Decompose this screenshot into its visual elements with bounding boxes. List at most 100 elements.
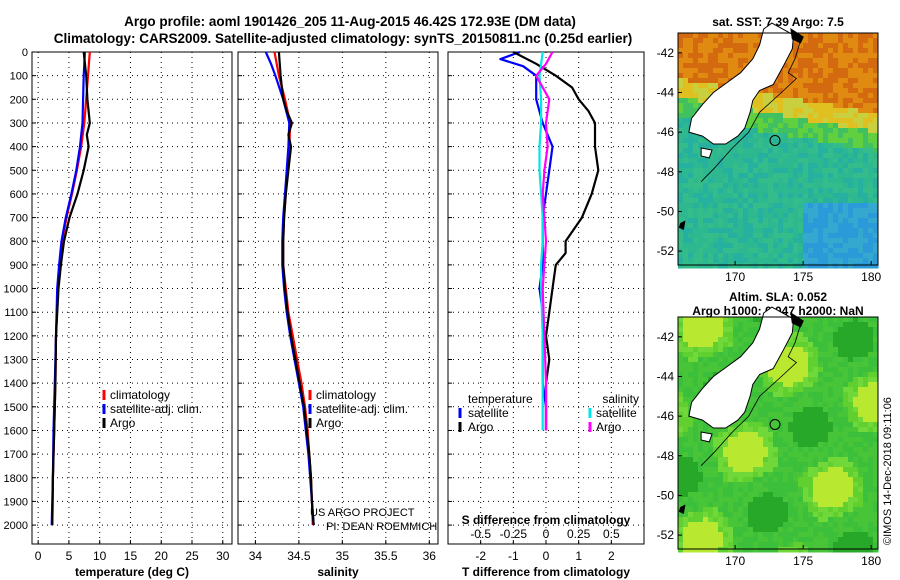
map-cell	[748, 33, 754, 39]
map-cell	[858, 103, 864, 109]
map-cell	[823, 407, 829, 413]
map-cell	[833, 98, 839, 104]
map-cell	[743, 512, 749, 518]
map-cell	[773, 158, 779, 164]
map-cell	[828, 223, 834, 229]
map-cell	[773, 83, 779, 89]
map-cell	[733, 322, 739, 328]
map-cell	[708, 38, 714, 44]
map-cell	[808, 143, 814, 149]
map-cell	[828, 58, 834, 64]
map-cell	[758, 497, 764, 503]
map-cell	[798, 507, 804, 513]
map-cell	[783, 108, 789, 114]
map-cell	[788, 53, 794, 59]
map-cell	[698, 327, 704, 333]
map-cell	[748, 442, 754, 448]
map-cell	[798, 163, 804, 169]
map-cell	[808, 427, 814, 433]
map-cell	[843, 238, 849, 244]
map-cell	[833, 223, 839, 229]
map-cell	[723, 532, 729, 538]
map-cell	[838, 253, 844, 259]
map-cell	[818, 502, 824, 508]
map-cell	[763, 243, 769, 249]
map-cell	[698, 442, 704, 448]
map-cell	[863, 507, 869, 513]
map-cell	[848, 123, 854, 129]
map-cell	[753, 153, 759, 159]
map-cell	[858, 427, 864, 433]
map-cell	[848, 198, 854, 204]
map-cell	[808, 457, 814, 463]
map-cell	[858, 437, 864, 443]
map-cell	[758, 218, 764, 224]
map-cell	[828, 103, 834, 109]
map-cell	[853, 38, 859, 44]
map-cell	[678, 392, 684, 398]
map-cell	[808, 123, 814, 129]
map-cell	[758, 93, 764, 99]
map-cell	[683, 218, 689, 224]
map-cell	[793, 198, 799, 204]
map-cell	[753, 48, 759, 54]
map-cell	[848, 437, 854, 443]
map-cell	[858, 43, 864, 49]
map-cell	[773, 477, 779, 483]
map-cell	[738, 472, 744, 478]
map-cell	[808, 193, 814, 199]
map-cell	[678, 178, 684, 184]
map-cell	[738, 492, 744, 498]
map-cell	[783, 512, 789, 518]
map-cell	[813, 88, 819, 94]
map-cell	[813, 98, 819, 104]
map-cell	[763, 248, 769, 254]
map-cell	[818, 547, 824, 553]
map-cell	[758, 397, 764, 403]
map-cell	[778, 547, 784, 553]
map-cell	[783, 263, 789, 269]
map-cell	[758, 512, 764, 518]
map-cell	[853, 58, 859, 64]
map-cell	[803, 537, 809, 543]
map-cell	[858, 143, 864, 149]
map-cell	[793, 402, 799, 408]
map-cell	[868, 88, 874, 94]
map-cell	[763, 238, 769, 244]
map-cell	[788, 208, 794, 214]
map-cell	[763, 532, 769, 538]
map-cell	[843, 527, 849, 533]
map-cell	[873, 263, 879, 269]
map-cell	[858, 238, 864, 244]
map-cell	[728, 467, 734, 473]
map-cell	[853, 258, 859, 264]
map-cell	[873, 437, 879, 443]
map-cell	[853, 188, 859, 194]
map-cell	[833, 417, 839, 423]
map-cell	[858, 492, 864, 498]
legend-label: Argo	[468, 420, 494, 434]
map-y-tick-label: -50	[657, 204, 675, 218]
map-cell	[743, 502, 749, 508]
map-cell	[773, 123, 779, 129]
map-y-tick-label: -42	[657, 330, 675, 344]
map-cell	[858, 183, 864, 189]
map-cell	[828, 347, 834, 353]
map-cell	[813, 452, 819, 458]
x-axis-label: T difference from climatology	[462, 565, 630, 579]
map-cell	[773, 372, 779, 378]
map-cell	[863, 33, 869, 39]
map-cell	[738, 43, 744, 49]
map-cell	[833, 218, 839, 224]
map-cell	[848, 153, 854, 159]
map-cell	[788, 138, 794, 144]
map-cell	[738, 457, 744, 463]
map-cell	[763, 462, 769, 468]
map-cell	[848, 547, 854, 553]
map-cell	[778, 238, 784, 244]
map-cell	[748, 158, 754, 164]
map-cell	[753, 248, 759, 254]
map-cell	[703, 527, 709, 533]
map-cell	[753, 228, 759, 234]
map-cell	[753, 412, 759, 418]
